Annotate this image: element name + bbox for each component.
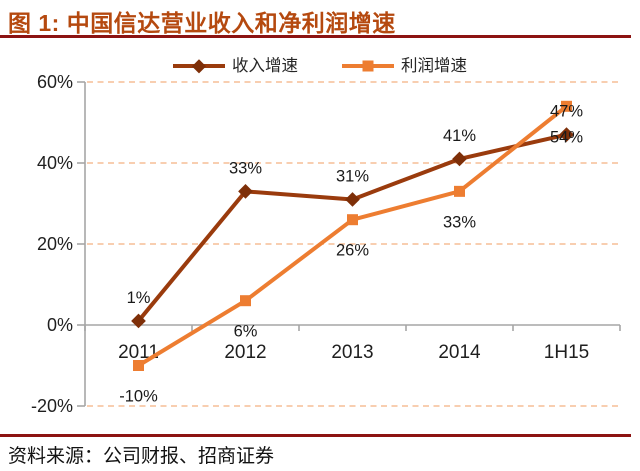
data-point-square-marker: [240, 295, 251, 307]
x-axis-label: 2013: [331, 342, 373, 363]
data-label: 54%: [550, 128, 583, 146]
x-axis-label: 1H15: [544, 342, 589, 363]
y-axis-label: 40%: [37, 153, 73, 173]
source-note: 资料来源：公司财报、招商证券: [8, 446, 275, 467]
data-point-diamond-marker: [345, 192, 360, 207]
data-label: 31%: [336, 167, 369, 185]
data-point-square-marker: [561, 100, 572, 112]
data-point-diamond-marker: [559, 127, 574, 143]
profit-line-swatch: [342, 60, 394, 72]
growth-line-chart: 60% 40% 20% 0% -20% 2011 2012 2013 2014 1H15 1% 33%…: [31, 72, 621, 416]
data-label: -10%: [119, 388, 158, 406]
data-point-diamond-marker: [131, 313, 146, 329]
data-label: 41%: [443, 127, 476, 145]
chart-legend: 收入增速 利润增速: [0, 54, 640, 78]
data-point-square-marker: [454, 185, 465, 197]
y-axis-label: -20%: [31, 396, 73, 416]
data-label: 26%: [336, 242, 369, 260]
y-axis-label: 20%: [37, 234, 73, 254]
square-marker-icon: [362, 60, 374, 72]
data-label: 33%: [443, 213, 476, 231]
x-axis-label: 2014: [438, 342, 481, 363]
revenue-line-swatch: [173, 59, 225, 73]
data-label: 47%: [550, 103, 583, 121]
footer-rule: [0, 434, 631, 437]
legend-item-profit-growth: 利润增速: [342, 58, 467, 75]
y-axis-label: 0%: [47, 315, 73, 335]
data-label: 33%: [229, 159, 262, 177]
x-axis-label: 2012: [224, 342, 266, 363]
data-label: 1%: [127, 289, 151, 307]
legend-label-revenue-growth: 收入增速: [232, 56, 298, 75]
y-axis-label: 60%: [37, 72, 73, 92]
legend-item-revenue-growth: 收入增速: [173, 58, 298, 75]
title-underline-rule: [0, 35, 631, 38]
series-line-square: [137, 104, 568, 368]
data-point-square-marker: [347, 214, 358, 226]
data-point-diamond-marker: [452, 151, 467, 167]
figure-title: 图 1: 中国信达营业收入和净利润增速: [8, 10, 396, 36]
x-axis-label: 2011: [118, 342, 159, 363]
data-point-square-marker: [133, 360, 144, 371]
data-label: 6%: [234, 323, 258, 341]
legend-label-profit-growth: 利润增速: [401, 56, 467, 75]
